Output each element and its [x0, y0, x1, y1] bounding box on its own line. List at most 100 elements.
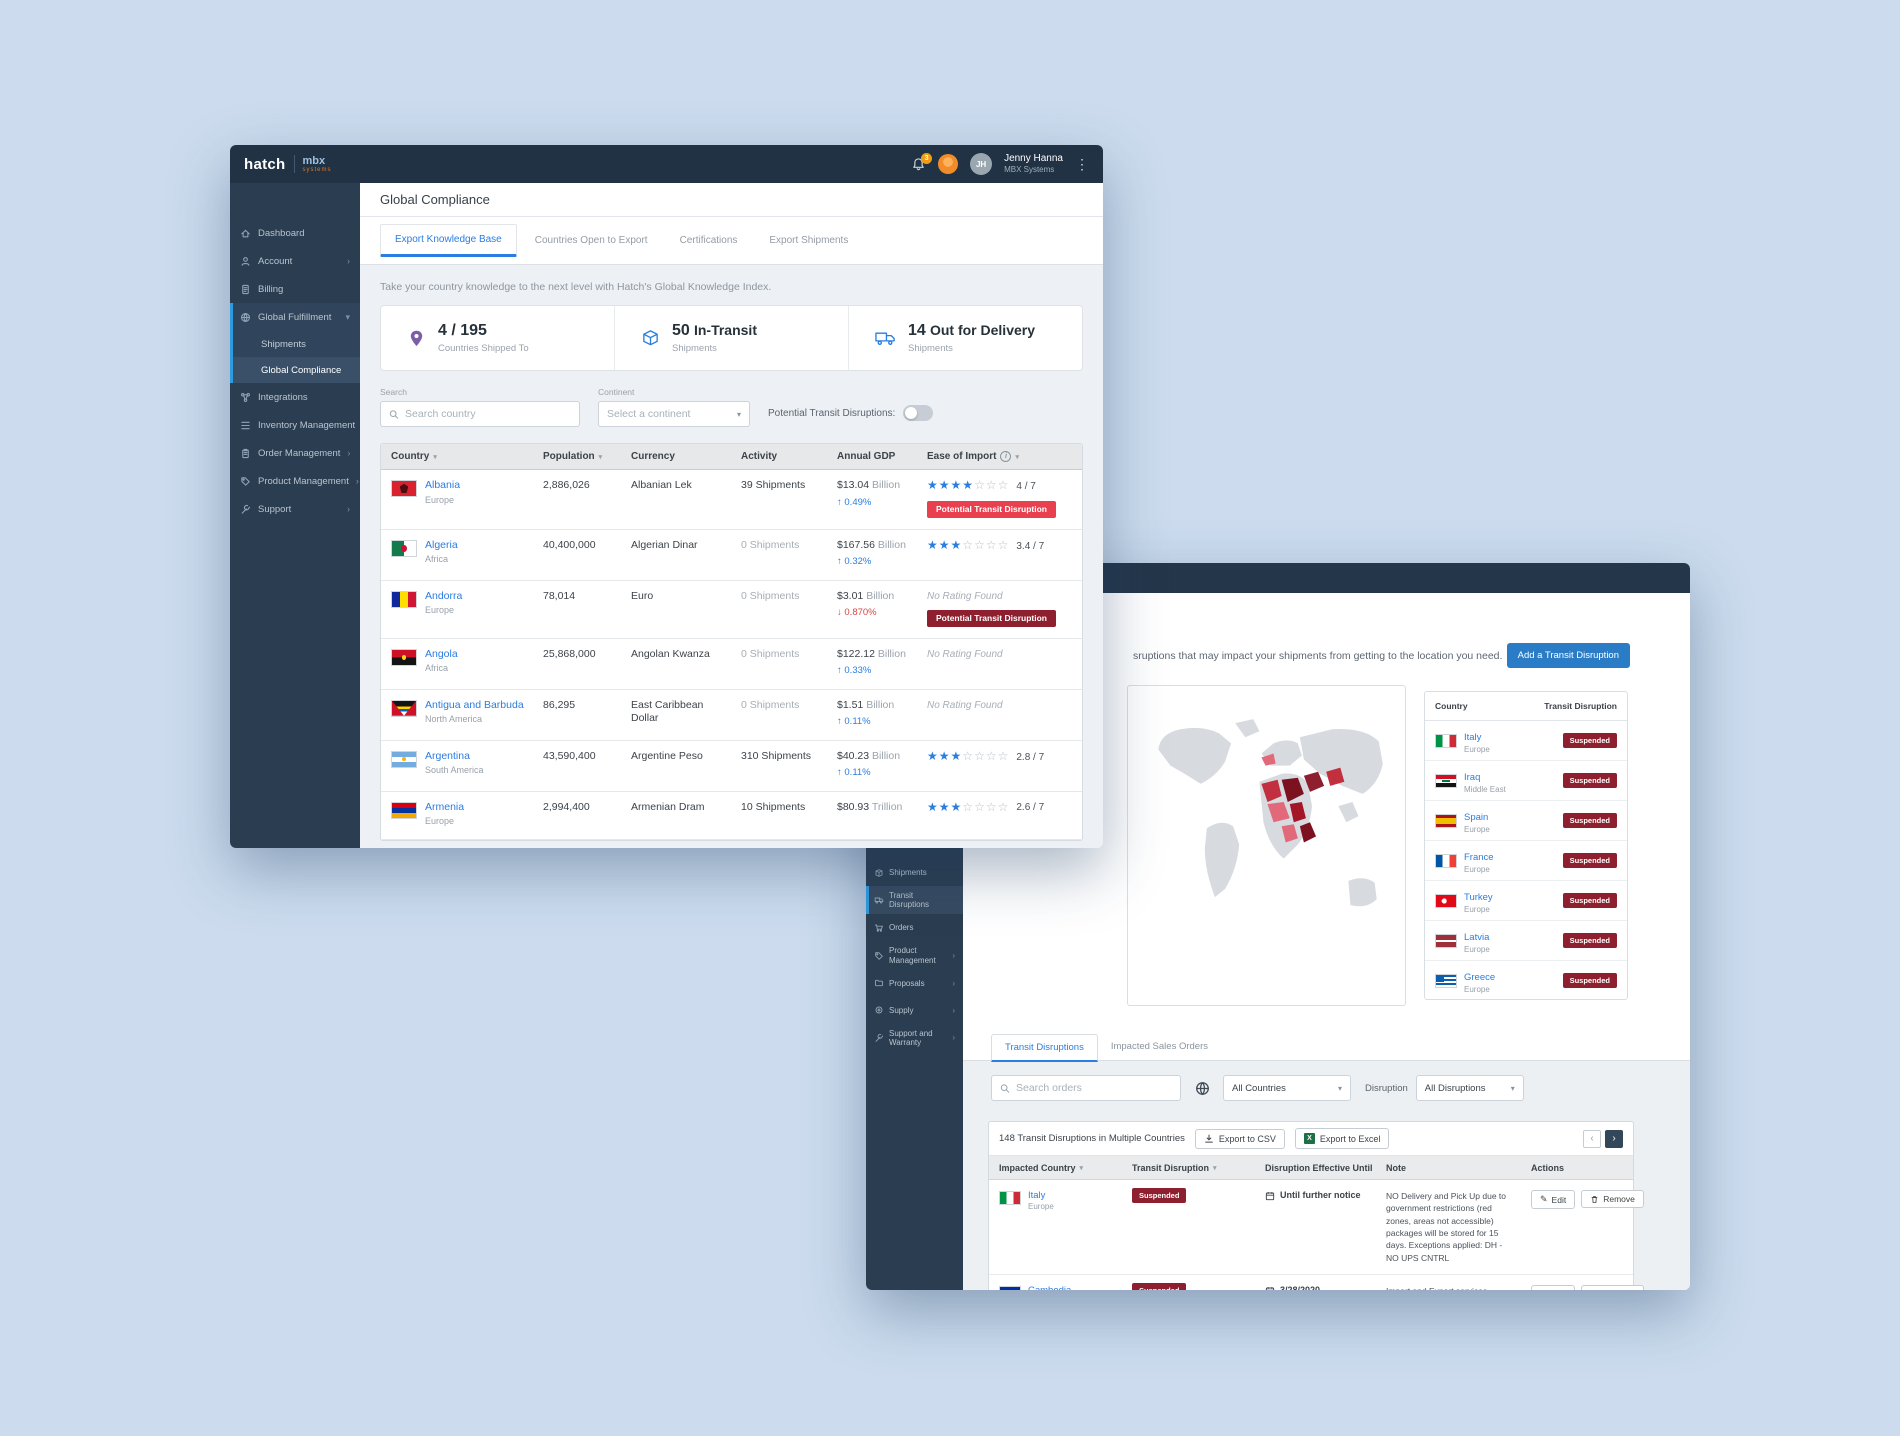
avatar[interactable]: JH: [970, 153, 993, 175]
sort-icon[interactable]: ▾: [598, 453, 603, 461]
sidebar-item-account[interactable]: Account ›: [230, 247, 360, 275]
country-link[interactable]: Albania: [425, 479, 461, 491]
sidebar-item-proposals[interactable]: Proposals ›: [866, 970, 963, 997]
pencil-icon: ✎: [1540, 1289, 1548, 1290]
download-icon: [1205, 1134, 1213, 1143]
country-link[interactable]: Antigua and Barbuda: [425, 698, 524, 711]
notifications-bell-icon[interactable]: 3: [911, 152, 933, 172]
page-title: Global Compliance: [360, 183, 1103, 217]
country-link[interactable]: Italy: [1028, 1190, 1046, 1201]
export-csv-button[interactable]: Export to CSV: [1194, 1128, 1285, 1149]
panel-row: Spain Europe Suspended: [1425, 801, 1627, 841]
country-link[interactable]: Spain: [1464, 812, 1489, 823]
tab-countries-open-to-export[interactable]: Countries Open to Export: [534, 235, 648, 246]
prev-page-icon[interactable]: ‹: [1583, 1129, 1601, 1148]
country-search-input[interactable]: [380, 401, 580, 427]
remove-button[interactable]: Remove: [1581, 1190, 1644, 1208]
globe-icon[interactable]: [1189, 1075, 1215, 1101]
export-excel-button[interactable]: X Export to Excel: [1294, 1128, 1390, 1149]
add-transit-disruption-button[interactable]: Add a Transit Disruption: [1506, 643, 1630, 668]
status-badge: Suspended: [1562, 813, 1617, 828]
search-icon: [389, 409, 399, 419]
tab-certifications[interactable]: Certifications: [679, 235, 738, 246]
remove-button[interactable]: Remove: [1581, 1284, 1644, 1290]
sort-icon[interactable]: ▾: [433, 453, 437, 461]
sidebar-item-inventory-management[interactable]: Inventory Management ›: [230, 411, 365, 439]
country-link[interactable]: Algeria: [425, 538, 458, 551]
tab-impacted-sales-orders[interactable]: Impacted Sales Orders: [1110, 1041, 1208, 1052]
table-row: Cambodia Suspended 3/28/2020 Import and …: [989, 1275, 1644, 1290]
countries-table: Country ▾ Population ▾ Currency Activity A…: [380, 443, 1083, 841]
continent-select[interactable]: Select a continent ▾: [598, 401, 750, 427]
sidebar-item-transit-disruptions[interactable]: Transit Disruptions: [866, 886, 963, 915]
panel-row: Greece Europe Suspended: [1425, 961, 1627, 999]
supply-icon: [874, 1005, 884, 1015]
transit-disruptions-toggle[interactable]: [903, 405, 934, 421]
star-rating: ★★★☆☆☆☆: [927, 799, 1010, 814]
sort-icon[interactable]: ▾: [1079, 1164, 1084, 1172]
country-link[interactable]: Turkey: [1464, 892, 1493, 903]
orange-status-icon[interactable]: [938, 154, 959, 174]
sidebar-item-billing[interactable]: Billing: [230, 275, 360, 303]
globe-icon: [240, 312, 251, 323]
sort-icon[interactable]: ▾: [1213, 1164, 1217, 1172]
chevron-right-icon: ›: [347, 504, 350, 514]
antigua-and-barbuda-flag-icon: [391, 699, 417, 717]
country-link[interactable]: Latvia: [1464, 932, 1490, 943]
country-link[interactable]: France: [1464, 852, 1494, 863]
back-tab-bar: Transit Disruptions Impacted Sales Order…: [991, 1034, 1221, 1062]
sidebar-item-support[interactable]: Support ›: [230, 495, 360, 523]
sidebar-item-product-management[interactable]: Product Management ›: [866, 941, 963, 969]
stat-countries-shipped: 4 / 195 Countries Shipped To: [381, 306, 614, 370]
disruptions-table-card: 148 Transit Disruptions in Multiple Coun…: [988, 1121, 1644, 1290]
sidebar-item-supply[interactable]: Supply ›: [866, 997, 963, 1024]
country-link[interactable]: Armenia: [425, 800, 465, 813]
sidebar-item-global-compliance[interactable]: Global Compliance: [233, 357, 360, 383]
arrow-up-icon: ↑: [837, 767, 842, 779]
world-map: [1158, 719, 1383, 907]
sidebar-item-orders[interactable]: Orders: [866, 914, 963, 941]
user-menu[interactable]: Jenny Hanna MBX Systems: [1004, 153, 1063, 175]
country-link[interactable]: Andorra: [425, 589, 463, 602]
country-link[interactable]: Greece: [1464, 972, 1496, 983]
arrow-up-icon: ↑: [837, 665, 842, 677]
stat-in-transit: 50 In-Transit Shipments: [614, 306, 848, 370]
tab-transit-disruptions[interactable]: Transit Disruptions: [991, 1034, 1098, 1062]
cambodia-flag-icon: [999, 1285, 1021, 1290]
sidebar-item-shipments[interactable]: Shipments: [866, 859, 963, 886]
armenia-flag-icon: [391, 801, 417, 819]
more-menu-icon[interactable]: ⋮: [1075, 155, 1089, 172]
sidebar-item-support-and-warranty[interactable]: Support and Warranty ›: [866, 1024, 963, 1052]
spain-flag-icon: [1435, 814, 1457, 828]
status-badge: Suspended: [1562, 853, 1617, 868]
info-icon[interactable]: i: [1000, 451, 1012, 462]
chevron-right-icon: ›: [952, 1033, 955, 1043]
tab-export-knowledge-base[interactable]: Export Knowledge Base: [380, 224, 517, 257]
list-icon: [240, 420, 251, 431]
tab-export-shipments[interactable]: Export Shipments: [769, 235, 849, 246]
sidebar-item-global-fulfillment[interactable]: Global Fulfillment ▾: [233, 303, 360, 331]
sort-icon[interactable]: ▾: [1015, 453, 1019, 461]
sidebar-item-shipments[interactable]: Shipments: [261, 338, 306, 350]
country-link[interactable]: Angola: [425, 647, 458, 660]
table-row: Algeria Africa 40,400,000 Algerian Dinar …: [381, 530, 1082, 581]
sidebar-item-dashboard[interactable]: Dashboard: [230, 219, 360, 247]
sidebar-group-global-fulfillment: Global Fulfillment ▾ Shipments Global Co…: [230, 303, 360, 383]
disruptions-select[interactable]: All Disruptions ▾: [1415, 1075, 1524, 1101]
toggle-label: Potential Transit Disruptions:: [768, 407, 896, 419]
country-link[interactable]: Argentina: [425, 749, 470, 762]
global-compliance-window: hatch mbx systems 3 JH Jenny Hanna MBX S…: [230, 145, 1103, 848]
orders-search-input[interactable]: [991, 1075, 1181, 1101]
sidebar-item-integrations[interactable]: Integrations: [230, 383, 360, 411]
countries-select[interactable]: All Countries ▾: [1223, 1075, 1351, 1101]
intro-text: sruptions that may impact your shipments…: [1133, 650, 1503, 662]
edit-button[interactable]: ✎Edit: [1531, 1284, 1576, 1290]
country-link[interactable]: Cambodia: [1028, 1285, 1071, 1290]
country-link[interactable]: Iraq: [1464, 772, 1481, 783]
clipboard-icon: [240, 448, 251, 459]
next-page-icon[interactable]: ›: [1605, 1129, 1623, 1148]
sidebar-item-product-management[interactable]: Product Management ›: [230, 467, 360, 495]
country-link[interactable]: Italy: [1464, 732, 1482, 743]
sidebar-item-order-management[interactable]: Order Management ›: [230, 439, 360, 467]
edit-button[interactable]: ✎Edit: [1531, 1190, 1576, 1209]
